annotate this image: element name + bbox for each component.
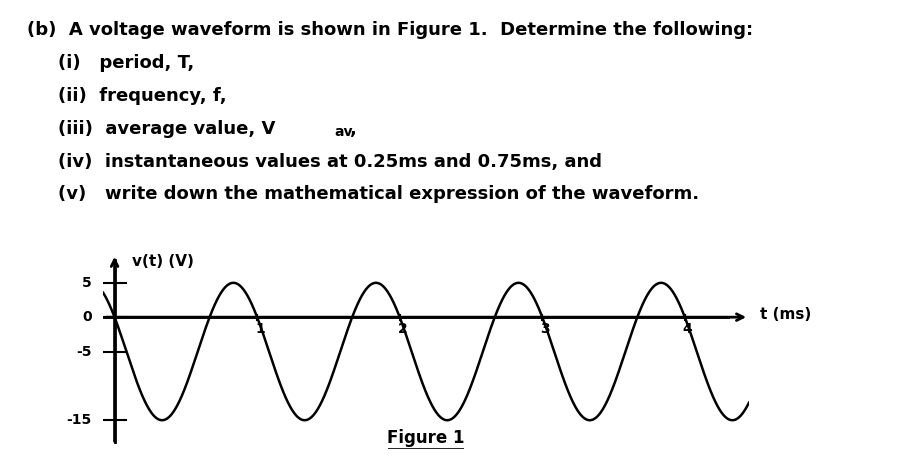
Text: (ii)  frequency, f,: (ii) frequency, f,: [58, 87, 227, 104]
Text: (iii)  average value, V: (iii) average value, V: [58, 120, 275, 137]
Text: (b)  A voltage waveform is shown in Figure 1.  Determine the following:: (b) A voltage waveform is shown in Figur…: [27, 21, 753, 38]
Text: -5: -5: [76, 344, 91, 359]
Text: Figure 1: Figure 1: [388, 429, 465, 447]
Text: 4: 4: [683, 322, 692, 336]
Text: 1: 1: [255, 322, 265, 336]
Text: av: av: [335, 125, 353, 139]
Text: 0: 0: [83, 310, 91, 324]
Text: 2: 2: [397, 322, 407, 336]
Text: t (ms): t (ms): [761, 307, 812, 322]
Text: (iv)  instantaneous values at 0.25ms and 0.75ms, and: (iv) instantaneous values at 0.25ms and …: [58, 153, 602, 170]
Text: 3: 3: [540, 322, 550, 336]
Text: (i)   period, T,: (i) period, T,: [58, 54, 195, 71]
Text: (v)   write down the mathematical expression of the waveform.: (v) write down the mathematical expressi…: [58, 185, 700, 203]
Text: v(t) (V): v(t) (V): [132, 254, 194, 269]
Text: 5: 5: [82, 276, 91, 290]
Text: ,: ,: [350, 120, 357, 137]
Text: -15: -15: [66, 413, 91, 427]
